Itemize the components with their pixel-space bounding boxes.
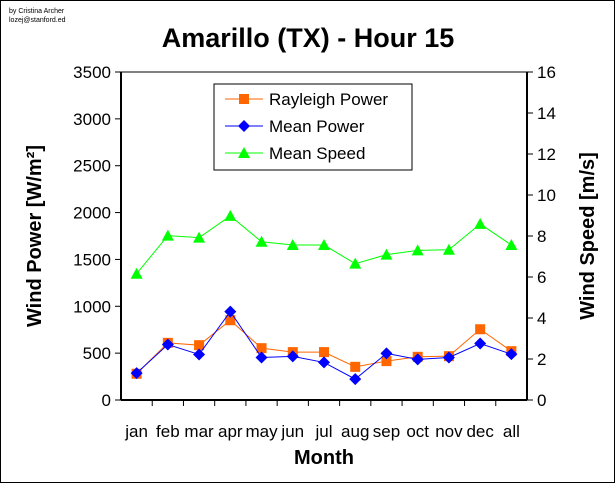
y2-tick-label: 4: [537, 309, 546, 328]
rayleigh-power-point: [225, 315, 236, 326]
y2-tick-label: 0: [537, 391, 546, 410]
mean-power-point: [349, 373, 362, 386]
rayleigh-power-point: [381, 356, 392, 367]
rayleigh-power-point: [194, 340, 205, 351]
y-tick-label: 0: [102, 391, 111, 410]
legend-marker-mean-speed: [238, 147, 250, 158]
x-tick-label: nov: [435, 422, 463, 441]
mean-speed-point: [318, 239, 330, 251]
chart-title: Amarillo (TX) - Hour 15: [162, 23, 455, 53]
x-tick-label: aug: [341, 422, 369, 441]
rayleigh-power-point: [475, 324, 486, 335]
y-axis-label: Wind Power [W/m²]: [24, 145, 46, 327]
y2-tick-label: 6: [537, 268, 546, 287]
x-tick-label: mar: [184, 422, 214, 441]
mean-power-point: [161, 338, 174, 351]
mean-speed-point: [161, 229, 174, 241]
mean-power-point: [505, 348, 518, 361]
x-tick-label: sep: [373, 422, 400, 441]
legend-marker-rayleigh-power: [239, 94, 249, 104]
legend-label-mean-power: Mean Power: [269, 117, 365, 136]
y-tick-label: 1000: [73, 297, 111, 316]
y-tick-label: 1500: [73, 250, 111, 269]
mean-power-point: [130, 367, 143, 380]
legend-marker-mean-power: [238, 120, 250, 132]
y-tick-label: 2000: [73, 204, 111, 223]
legend-label-rayleigh-power: Rayleigh Power: [269, 90, 388, 109]
x-tick-label: jun: [280, 422, 304, 441]
y-tick-label: 500: [83, 344, 111, 363]
y2-tick-label: 14: [537, 104, 556, 123]
y2-axis-label: Wind Speed [m/s]: [577, 152, 599, 320]
mean-speed-point: [349, 257, 362, 269]
x-tick-label: apr: [218, 422, 243, 441]
x-tick-label: feb: [156, 422, 180, 441]
mean-speed-point: [286, 239, 299, 251]
y-tick-label: 3000: [73, 110, 111, 129]
mean-speed-point: [505, 239, 518, 251]
mean-power-line: [136, 310, 512, 380]
mean-power-point: [255, 351, 268, 364]
mean-speed-point: [442, 243, 455, 255]
mean-power-point: [286, 350, 299, 363]
rayleigh-power-point: [319, 347, 329, 358]
mean-speed-point: [411, 244, 424, 256]
y-tick-label: 2500: [73, 157, 111, 176]
mean-power-point: [318, 356, 330, 369]
mean-speed-point: [380, 248, 393, 260]
x-tick-label: jul: [314, 422, 332, 441]
mean-power-point: [474, 337, 487, 350]
mean-power-point: [411, 353, 424, 366]
mean-power-point: [380, 347, 393, 360]
mean-power-point: [224, 305, 237, 318]
x-tick-label: oct: [406, 422, 429, 441]
x-tick-label: may: [245, 422, 278, 441]
credit-name: by Cristina Archer: [9, 8, 65, 15]
y-tick-label: 3500: [73, 63, 111, 82]
x-tick-label: dec: [466, 422, 494, 441]
legend-label-mean-speed: Mean Speed: [269, 144, 365, 163]
rayleigh-power-point: [350, 361, 361, 372]
y2-tick-label: 10: [537, 186, 556, 205]
mean-speed-point: [224, 209, 237, 221]
mean-speed-point: [474, 217, 487, 229]
author-credit: by Cristina Archer lozej@stanford.ed: [9, 7, 66, 25]
credit-email: lozej@stanford.ed: [9, 17, 66, 24]
y2-tick-label: 2: [537, 350, 546, 369]
rayleigh-power-point: [256, 343, 267, 354]
mean-speed-point: [193, 231, 206, 243]
y2-tick-label: 16: [537, 63, 556, 82]
mean-power-point: [442, 351, 455, 364]
x-axis-label: Month: [294, 447, 354, 469]
mean-power-point: [193, 348, 206, 361]
mean-speed-point: [130, 267, 143, 279]
x-tick-label: jan: [124, 422, 148, 441]
mean-speed-point: [255, 235, 268, 247]
x-tick-label: all: [503, 422, 520, 441]
y2-tick-label: 8: [537, 227, 546, 246]
y2-tick-label: 12: [537, 145, 556, 164]
